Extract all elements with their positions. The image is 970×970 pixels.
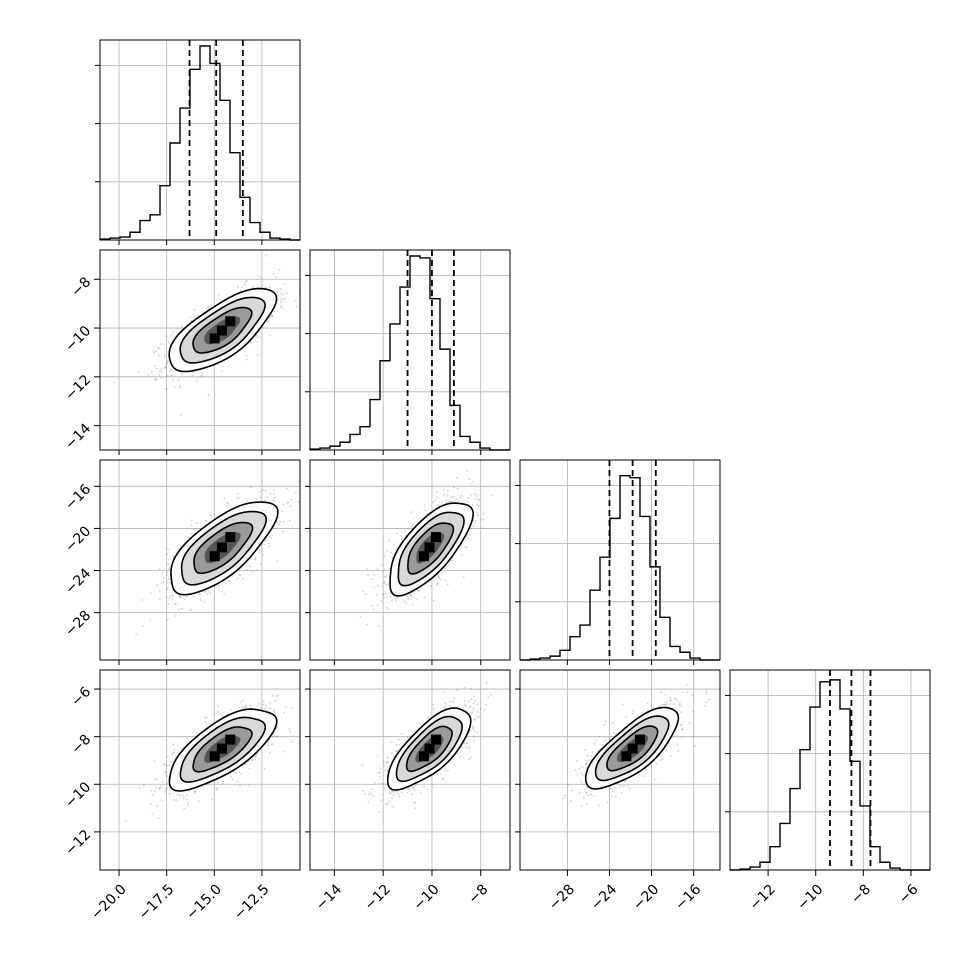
joint-panel [100,670,300,870]
y-tick-label: −10 [62,779,94,811]
panel-frame [309,249,511,451]
density-peak [418,751,429,762]
x-tick-label: −28 [546,881,578,913]
contour-line [594,715,670,782]
y-tick-label: −14 [62,421,94,453]
contour-line [606,725,659,772]
density-peak [431,734,442,745]
x-tick-label: −6 [896,881,922,907]
y-tick-label: −6 [68,684,94,710]
y-tick-label: −16 [62,481,94,513]
panel-frame [309,669,511,871]
contour-line [395,715,463,783]
density-peak [418,551,429,562]
x-tick-label: −12 [747,881,779,913]
panel-frame [99,459,301,661]
histogram-step [520,475,720,661]
contour-line [407,522,455,575]
panel-frame [99,249,301,451]
density-peak [431,532,442,543]
x-tick-label: −14 [313,881,345,913]
panel-frame [729,669,931,871]
density-peak [209,551,220,562]
contour-line [389,502,475,597]
density-peak [424,542,435,553]
panel-frame [99,39,301,241]
x-tick-label: −16 [672,881,704,913]
joint-panel [310,670,510,870]
x-tick-label: −20 [630,881,662,913]
y-tick-label: −24 [62,565,94,597]
y-tick-label: −10 [62,323,94,355]
x-tick-label: −10 [794,881,826,913]
x-tick-label: −10 [410,881,442,913]
panel-frame [519,669,721,871]
x-tick-label: −8 [848,881,874,907]
contour-line [179,296,266,364]
contour-line [168,708,278,792]
density-peak [225,734,236,745]
joint-panel [100,250,300,450]
density-peak [225,532,236,543]
contour-line [397,511,465,587]
y-tick-label: −28 [62,608,94,640]
histogram-panel [515,459,721,665]
histogram-step [99,45,300,241]
y-tick-label: −12 [62,372,94,404]
histogram-step [309,255,510,451]
x-tick-label: −24 [588,881,620,913]
y-tick-label: −8 [68,274,94,300]
density-peak [424,743,435,754]
contour-line [170,501,279,596]
contour-line [386,707,472,791]
x-tick-label: −17.5 [136,881,178,923]
histogram-panel [725,669,931,871]
joint-panel [310,460,510,660]
panel-frame [519,459,721,661]
density-peak [216,542,227,553]
x-tick-label: −20.0 [88,881,130,923]
contour-line [179,716,267,783]
y-tick-label: −20 [62,523,94,555]
histogram-panel [95,39,301,245]
density-peak [621,751,632,762]
contour-line [168,287,278,373]
panel-background [100,40,300,240]
contour-line [192,726,253,773]
panel-frame [309,459,511,661]
x-tick-label: −12.5 [231,881,273,923]
x-tick-label: −15.0 [183,881,225,923]
y-tick-label: −12 [62,827,94,859]
density-peak [209,333,220,344]
density-peak [216,743,227,754]
contour-line [584,706,680,790]
x-tick-label: −12 [362,881,394,913]
y-tick-label: −8 [68,732,94,758]
density-peak [225,316,236,327]
x-tick-label: −8 [466,881,492,907]
contour-line [192,306,253,354]
density-peak [209,751,220,762]
contour-line [180,510,268,586]
panel-frame [99,669,301,871]
contour-line [193,521,254,575]
joint-panel [100,460,300,660]
histogram-step [730,679,930,871]
density-peak [627,743,638,754]
density-peak [634,734,645,745]
histogram-panel [305,249,511,455]
joint-panel [520,670,720,870]
density-peak [216,325,227,336]
contour-line [405,725,453,773]
